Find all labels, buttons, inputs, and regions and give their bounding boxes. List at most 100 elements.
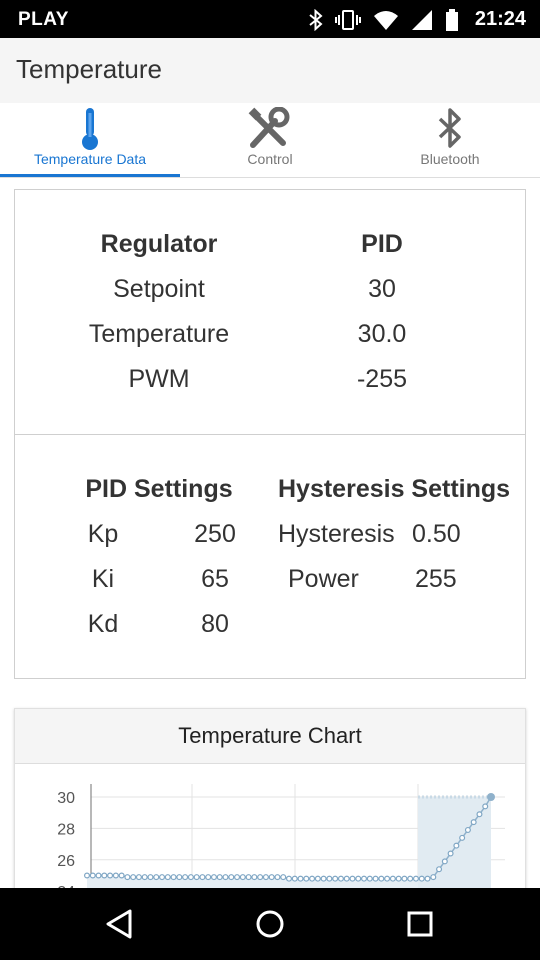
- data-point: [372, 875, 379, 882]
- temperature-data-card: Regulator PID Setpoint 30 Temperature 30…: [14, 189, 526, 679]
- data-point: [464, 826, 471, 833]
- tools-icon: [248, 107, 290, 148]
- data-point: [378, 875, 385, 882]
- data-point: [193, 874, 200, 881]
- data-point-last: [487, 793, 495, 801]
- data-point: [170, 874, 177, 881]
- data-point: [118, 872, 125, 879]
- battery-icon: [445, 8, 458, 31]
- data-point: [245, 874, 252, 881]
- data-point: [424, 875, 431, 882]
- pwm-label: PWM: [128, 365, 190, 393]
- bluetooth-icon: [438, 108, 461, 148]
- data-point: [430, 874, 437, 881]
- data-point: [141, 874, 148, 881]
- page-title: Temperature: [16, 54, 162, 84]
- data-point: [182, 874, 189, 881]
- data-point: [112, 872, 119, 879]
- kd-label: Kd: [87, 610, 119, 638]
- data-point: [286, 875, 293, 882]
- tab-label: Control: [247, 151, 293, 167]
- navigation-bar: [0, 888, 540, 960]
- data-point: [262, 874, 269, 881]
- chart-title: Temperature Chart: [178, 723, 362, 748]
- data-point: [384, 875, 391, 882]
- app-bar: Temperature: [0, 38, 540, 103]
- series-area: [87, 797, 491, 909]
- vibrate-icon: [334, 9, 361, 30]
- data-point: [436, 866, 443, 873]
- data-point: [199, 874, 206, 881]
- recents-icon[interactable]: [400, 904, 440, 944]
- tab-label: Bluetooth: [420, 151, 480, 167]
- power-value: 255: [415, 565, 457, 593]
- data-point: [337, 875, 344, 882]
- data-point: [320, 875, 327, 882]
- temperature-label: Temperature: [88, 320, 230, 348]
- data-point: [349, 875, 356, 882]
- data-point: [280, 874, 287, 881]
- data-point: [389, 875, 396, 882]
- thermometer-icon: [82, 108, 98, 150]
- pid-settings-title: PID Settings: [85, 475, 233, 503]
- wifi-icon: [373, 10, 398, 30]
- data-point: [234, 874, 241, 881]
- ki-label: Ki: [91, 565, 115, 593]
- data-point: [418, 875, 425, 882]
- regulator-header-label: Regulator: [100, 230, 218, 258]
- data-point: [135, 874, 142, 881]
- kd-value: 80: [201, 610, 229, 638]
- data-point: [441, 858, 448, 865]
- tab-control[interactable]: Control: [180, 103, 360, 177]
- temperature-chart-card: Temperature Chart 30282624: [14, 708, 526, 910]
- data-point: [159, 874, 166, 881]
- data-point: [459, 834, 466, 841]
- data-point: [291, 875, 298, 882]
- data-point: [216, 874, 223, 881]
- data-point: [153, 874, 160, 881]
- home-icon[interactable]: [250, 904, 290, 944]
- data-point: [274, 874, 281, 881]
- tab-temperature-data[interactable]: Temperature Data: [0, 103, 180, 177]
- y-tick-label: 28: [57, 821, 75, 838]
- setpoint-label: Setpoint: [113, 275, 205, 303]
- data-point: [95, 872, 102, 879]
- data-point: [361, 875, 368, 882]
- data-point: [107, 872, 114, 879]
- data-point: [228, 874, 235, 881]
- data-point: [222, 874, 229, 881]
- data-point: [326, 875, 333, 882]
- data-point: [124, 874, 131, 881]
- data-point: [101, 872, 108, 879]
- data-point: [89, 872, 96, 879]
- power-label: Power: [288, 565, 359, 593]
- data-point: [309, 875, 316, 882]
- chart-header: Temperature Chart: [15, 709, 525, 764]
- data-point: [176, 874, 183, 881]
- data-point: [482, 803, 489, 810]
- kp-value: 250: [194, 520, 236, 548]
- data-point: [355, 875, 362, 882]
- data-point: [476, 811, 483, 818]
- back-icon[interactable]: [100, 904, 140, 944]
- bluetooth-status-icon: [309, 8, 323, 31]
- pwm-value: -255: [356, 365, 408, 393]
- tab-label: Temperature Data: [33, 151, 147, 167]
- data-point: [343, 875, 350, 882]
- data-point: [251, 874, 258, 881]
- tab-bluetooth[interactable]: Bluetooth: [360, 103, 540, 177]
- data-point: [130, 874, 137, 881]
- tab-bar: Temperature Data Control Bluetooth: [0, 103, 540, 178]
- data-point: [164, 874, 171, 881]
- kp-label: Kp: [87, 520, 119, 548]
- regulator-header-value: PID: [361, 230, 403, 258]
- data-point: [401, 875, 408, 882]
- data-point: [407, 875, 414, 882]
- hysteresis-value: 0.50: [412, 520, 461, 548]
- clock: 21:24: [474, 8, 526, 30]
- data-point: [210, 874, 217, 881]
- data-point: [268, 874, 275, 881]
- carrier-label: PLAY: [18, 9, 69, 30]
- data-point: [257, 874, 264, 881]
- data-point: [297, 875, 304, 882]
